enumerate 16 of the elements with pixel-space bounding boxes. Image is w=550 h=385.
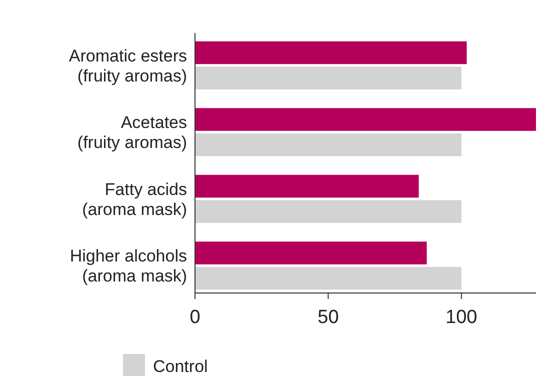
bar bbox=[195, 41, 467, 64]
bar bbox=[195, 200, 462, 223]
x-tick-label: 50 bbox=[318, 307, 339, 328]
bar bbox=[195, 266, 462, 290]
y-tick-label: Acetates (fruity aromas) bbox=[77, 113, 187, 152]
bar bbox=[195, 108, 536, 131]
bar bbox=[195, 133, 462, 156]
bar bbox=[195, 242, 427, 264]
bar bbox=[195, 66, 462, 90]
x-tick-label: 100 bbox=[446, 307, 478, 328]
y-tick-label: Aromatic esters (fruity aromas) bbox=[68, 46, 187, 86]
legend-label: Control bbox=[153, 357, 208, 376]
bar bbox=[195, 174, 419, 198]
y-tick-label: Higher alcohols (aroma mask) bbox=[70, 246, 187, 286]
x-tick-label: 0 bbox=[190, 307, 200, 328]
y-tick-label: Fatty acids (aroma mask) bbox=[82, 180, 187, 219]
